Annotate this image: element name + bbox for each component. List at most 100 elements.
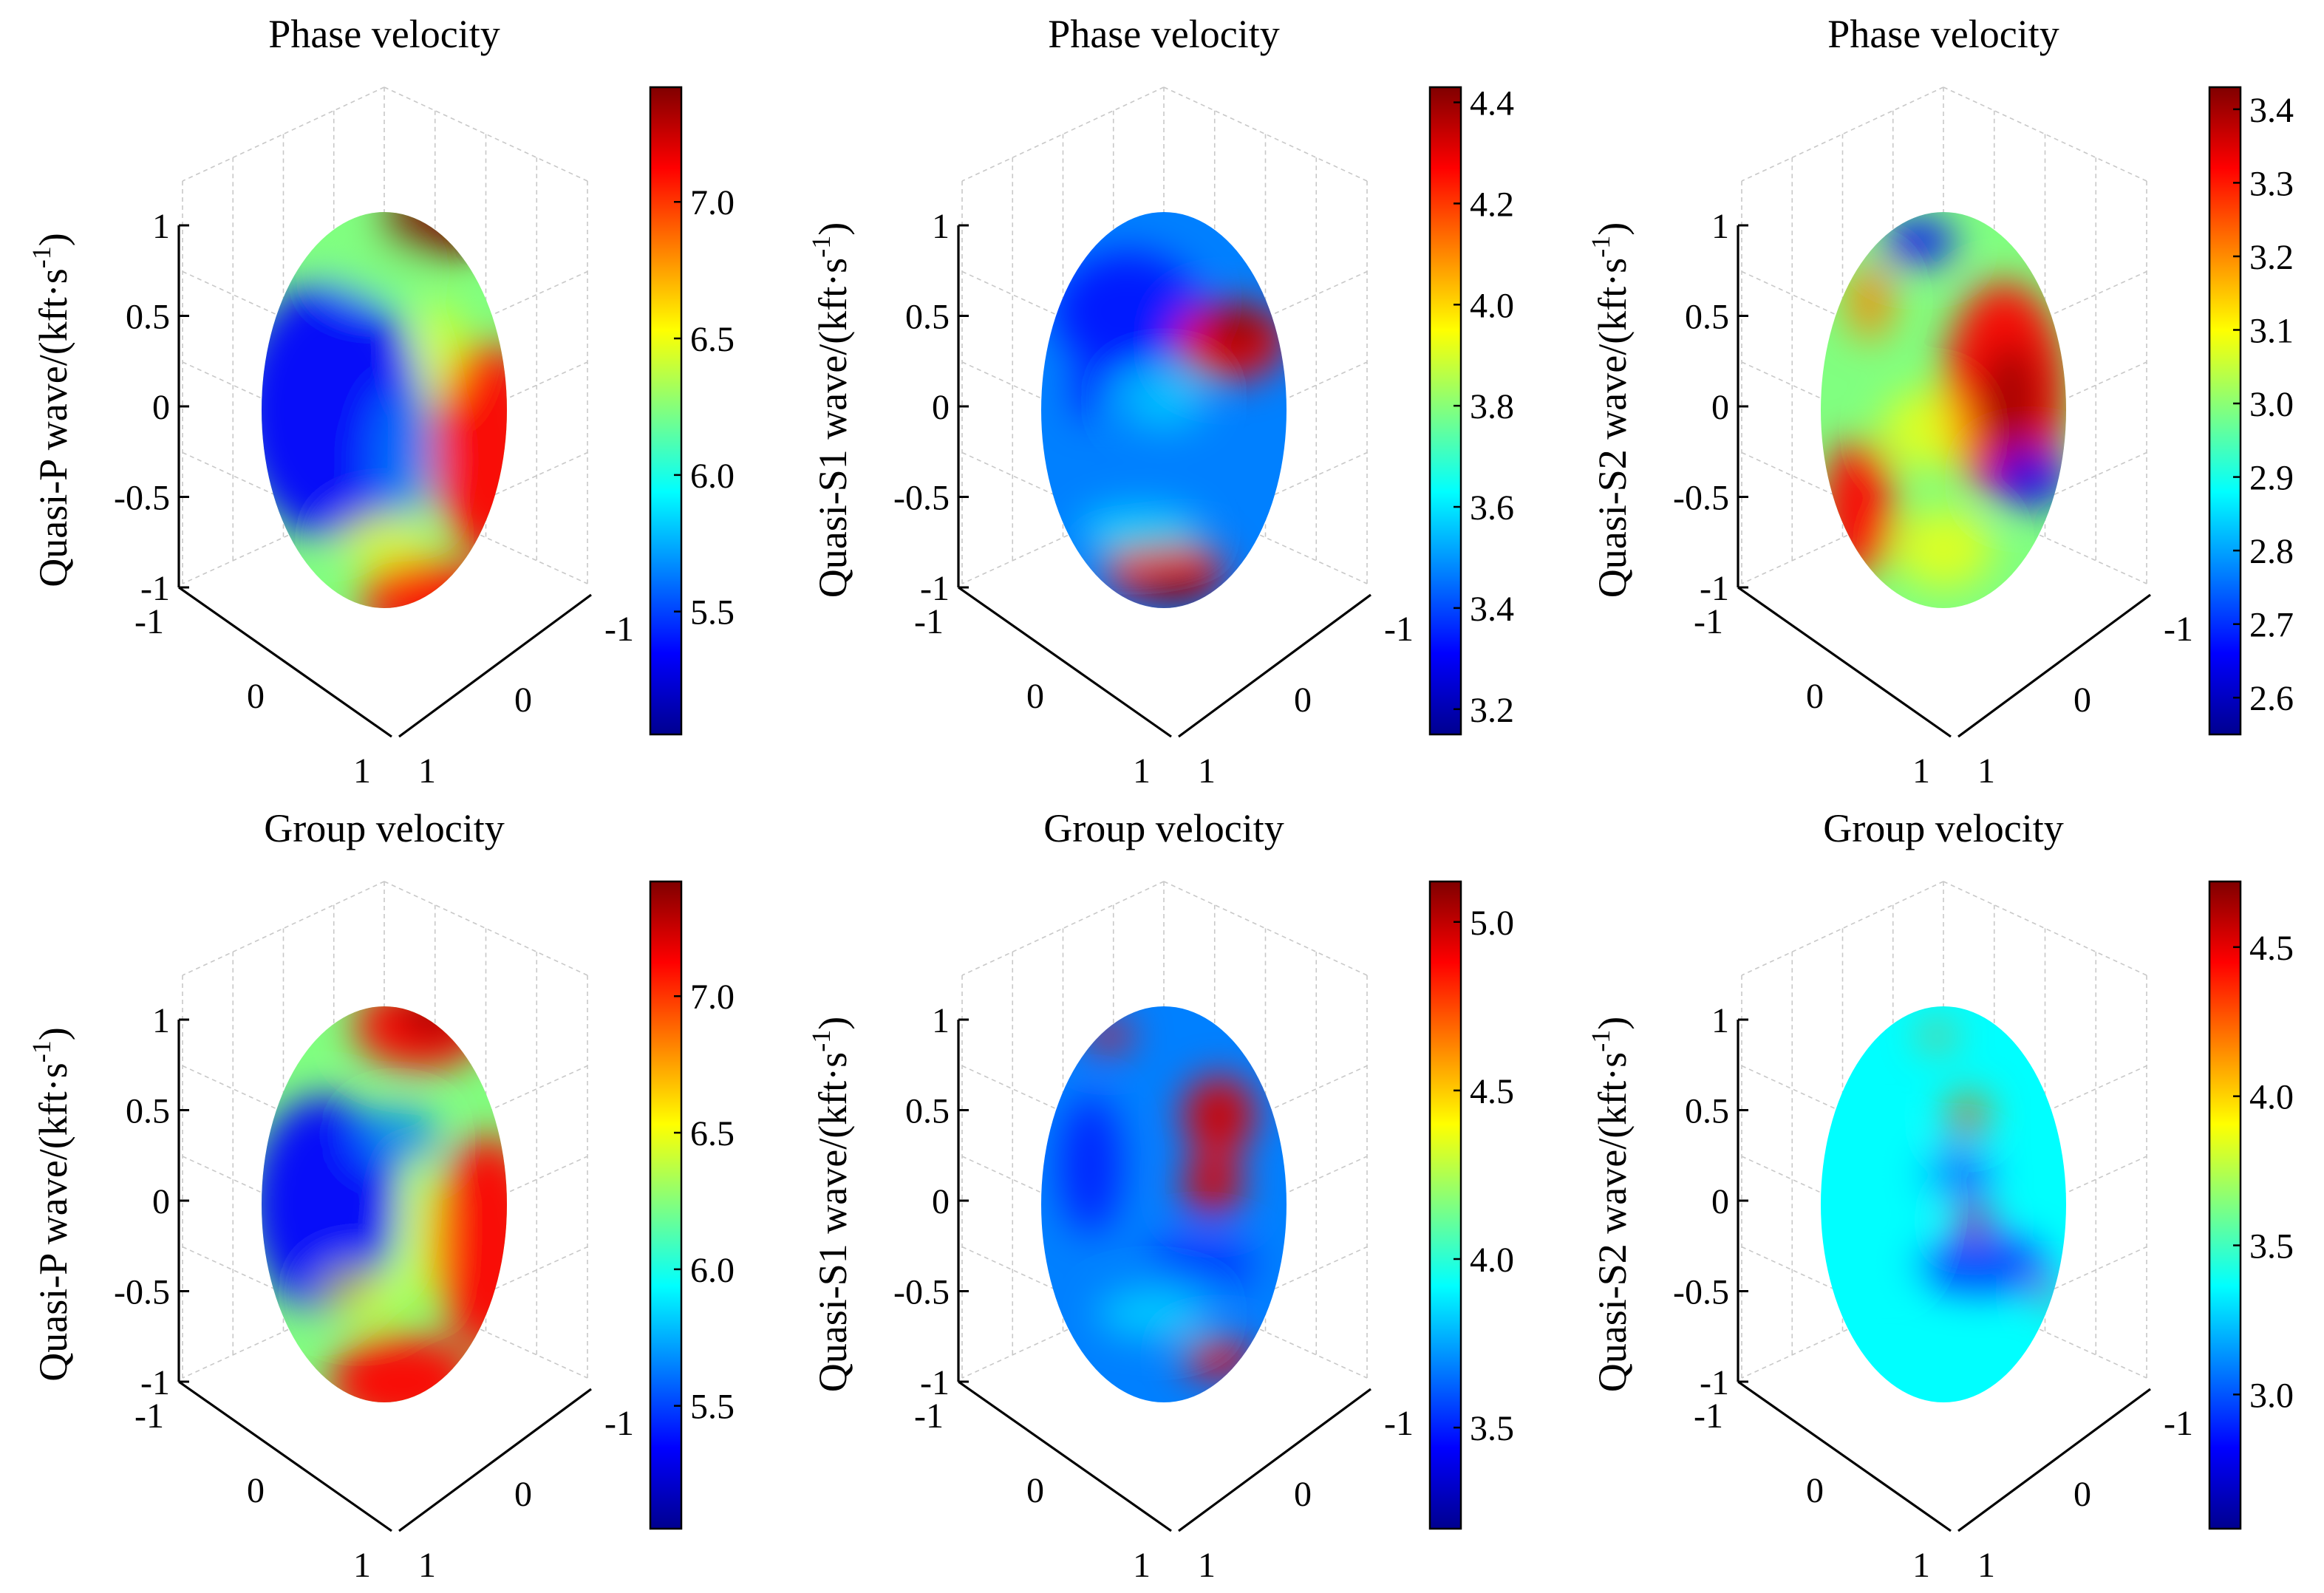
- surface-pattern: [1821, 218, 2066, 589]
- surface-patch: [1946, 1091, 1991, 1139]
- colorbar-tick-label: 2.9: [2249, 459, 2294, 498]
- z-tick-label: 1: [932, 207, 950, 246]
- z-tick-label: 1: [1711, 207, 1729, 246]
- x-tick-label: -1: [914, 602, 944, 641]
- surface-patch: [316, 1263, 403, 1323]
- surface-patch: [1182, 1339, 1256, 1379]
- z-tick-label: 0: [152, 388, 170, 427]
- surface-patch: [1084, 1020, 1134, 1052]
- x-tick-label: 1: [1912, 1546, 1930, 1585]
- y-tick-label: 0: [1294, 680, 1312, 720]
- colorbar: [1428, 880, 1462, 1530]
- colorbar-tick-label: 2.6: [2249, 679, 2294, 718]
- colorbar-tick-label: 5.5: [690, 1388, 735, 1427]
- surface-patch: [1139, 572, 1213, 604]
- x-axis: [178, 1380, 392, 1532]
- colorbar-tick-label: 3.5: [2249, 1227, 2294, 1266]
- surface-patch: [1894, 509, 1993, 589]
- y-tick-label: 0: [2073, 680, 2091, 720]
- subplot-title: Group velocity: [1823, 806, 2063, 850]
- surface-patch: [2037, 1281, 2058, 1306]
- y-axis: [1957, 593, 2151, 738]
- z-tick-label: -0.5: [893, 1273, 950, 1312]
- surface-patch: [1839, 1125, 1926, 1284]
- surface-patch: [1821, 440, 1895, 579]
- x-tick-label: 0: [247, 1471, 265, 1510]
- y-axis: [398, 593, 592, 738]
- z-tick-label: 1: [1711, 1001, 1729, 1040]
- z-axis-label: Quasi-S1 wave/(kft·s-1): [806, 1017, 855, 1392]
- surface-patch: [1075, 361, 1105, 420]
- surface-pattern: [1839, 1026, 2058, 1306]
- x-tick-label: 0: [1806, 1471, 1824, 1510]
- z-axis-label-main: Quasi-S1 wave/(kft·s: [811, 258, 855, 598]
- surface-patch: [1120, 370, 1207, 430]
- colorbar: [2208, 86, 2242, 736]
- colorbar-tick-label: 6.0: [690, 1251, 735, 1290]
- colorbar-tick-label: 3.0: [2249, 385, 2294, 424]
- z-axis-label: Quasi-S2 wave/(kft·s-1): [1586, 1017, 1635, 1392]
- subplot-title: Group velocity: [1043, 806, 1284, 850]
- z-axis-label-sup: -1: [1586, 1030, 1615, 1052]
- surface-patch: [1918, 1026, 1956, 1046]
- y-axis: [1178, 1388, 1371, 1532]
- z-axis-label-end: ): [1590, 1017, 1635, 1030]
- z-tick-label: 0: [932, 1182, 950, 1221]
- colorbar-tick-label: 4.5: [2249, 929, 2294, 968]
- colorbar-tick-label: 3.5: [1470, 1409, 1514, 1448]
- colorbar-tick-label: 3.8: [1470, 387, 1514, 426]
- surface-pattern: [262, 1006, 507, 1402]
- surface-patch: [329, 242, 415, 301]
- velocity-surface: [262, 212, 507, 608]
- z-tick-label: 0: [1711, 388, 1729, 427]
- y-tick-label: -1: [2164, 1404, 2193, 1443]
- z-axis-label: Quasi-S1 wave/(kft·s-1): [806, 222, 855, 598]
- colorbar-tick-label: 7.0: [690, 978, 735, 1017]
- colorbar-tick-label: 7.0: [690, 183, 735, 222]
- surface-pattern: [262, 212, 507, 608]
- z-tick-label: 0.5: [905, 298, 950, 337]
- z-axis-label-main: Quasi-P wave/(kft·s: [31, 268, 75, 587]
- y-tick-label: 1: [1977, 751, 1995, 791]
- surface-patch: [1845, 262, 1895, 341]
- colorbar-tick-label: 3.0: [2249, 1376, 2294, 1415]
- z-tick-label: 1: [932, 1001, 950, 1040]
- surface-patch: [1912, 1234, 2048, 1294]
- colorbar-tick-label: 4.0: [2249, 1078, 2294, 1117]
- colorbar-tick-label: 6.5: [690, 320, 735, 359]
- colorbar-tick-label: 3.3: [2249, 164, 2294, 203]
- y-tick-label: -1: [604, 1404, 634, 1443]
- z-axis-label-main: Quasi-S1 wave/(kft·s: [811, 1052, 855, 1392]
- y-tick-label: 1: [1977, 1546, 1995, 1585]
- y-tick-label: -1: [2164, 610, 2193, 649]
- z-tick-label: 0: [1711, 1182, 1729, 1221]
- surface-pattern: [1059, 1020, 1256, 1379]
- colorbar: [649, 880, 683, 1530]
- surface-patch: [1077, 505, 1201, 553]
- z-axis-label-main: Quasi-S2 wave/(kft·s: [1590, 258, 1635, 598]
- x-axis: [958, 1380, 1172, 1532]
- y-tick-label: 1: [418, 1546, 436, 1585]
- y-tick-label: 0: [514, 680, 532, 720]
- surface-patch: [1053, 251, 1201, 371]
- z-tick-label: -1: [1700, 569, 1729, 608]
- x-axis: [1737, 586, 1952, 738]
- x-tick-label: 0: [1806, 677, 1824, 716]
- colorbar-tick-label: 3.2: [1470, 691, 1514, 730]
- x-tick-label: 1: [1133, 1546, 1151, 1585]
- x-tick-label: -1: [1694, 1396, 1723, 1436]
- z-axis-label-sup: -1: [806, 1030, 836, 1052]
- y-tick-label: -1: [1384, 610, 1414, 649]
- velocity-surface: [1041, 212, 1287, 608]
- x-tick-label: 0: [247, 677, 265, 716]
- surface-patch: [1964, 1214, 1984, 1227]
- colorbar-tick-label: 2.7: [2249, 606, 2294, 645]
- subplot-title: Group velocity: [264, 806, 504, 850]
- z-axis-label-end: ): [31, 233, 75, 246]
- surface-patch: [402, 1164, 440, 1303]
- z-axis-label-main: Quasi-S2 wave/(kft·s: [1590, 1052, 1635, 1392]
- x-axis: [178, 586, 392, 738]
- surface-patch: [1145, 1234, 1256, 1294]
- colorbar-tick-label: 3.4: [2249, 91, 2294, 130]
